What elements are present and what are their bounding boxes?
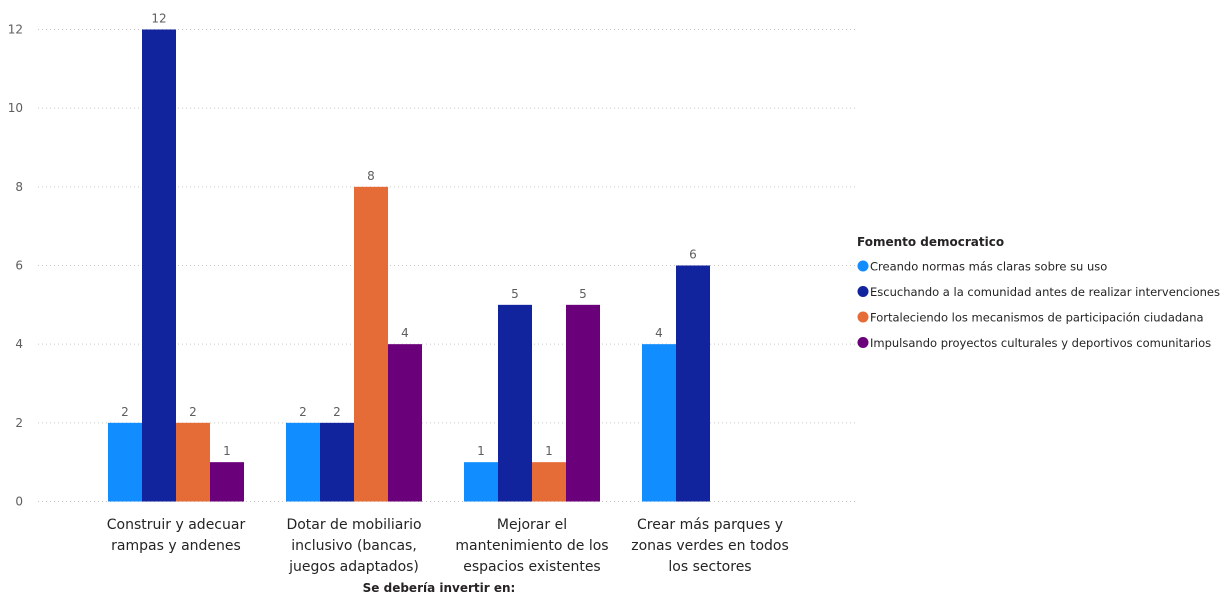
x-category-label: Construir y adecuar rampas y andenes bbox=[107, 517, 246, 554]
bar bbox=[676, 265, 710, 502]
legend-item[interactable]: Creando normas más claras sobre su uso bbox=[857, 260, 1108, 274]
data-label: 5 bbox=[511, 287, 519, 301]
y-tick-label: 2 bbox=[15, 416, 23, 430]
x-category-label-line: espacios existentes bbox=[463, 559, 600, 575]
data-label: 2 bbox=[333, 405, 341, 419]
data-label: 5 bbox=[579, 287, 587, 301]
data-label: 1 bbox=[545, 444, 553, 458]
legend-label: Impulsando proyectos culturales y deport… bbox=[870, 336, 1211, 350]
y-tick-label: 6 bbox=[15, 259, 23, 273]
legend-title: Fomento democratico bbox=[857, 235, 1004, 249]
bar bbox=[532, 462, 566, 502]
x-category-label-line: mantenimiento de los bbox=[455, 538, 608, 554]
legend-item[interactable]: Escuchando a la comunidad antes de reali… bbox=[857, 285, 1220, 299]
legend-marker bbox=[857, 286, 869, 297]
y-tick-label: 0 bbox=[15, 495, 23, 509]
y-tick-label: 4 bbox=[15, 337, 23, 351]
bar bbox=[464, 462, 498, 502]
legend-label: Fortaleciendo los mecanismos de particip… bbox=[870, 311, 1204, 325]
legend-items: Creando normas más claras sobre su uso Es… bbox=[857, 260, 1220, 350]
legend-label: Escuchando a la comunidad antes de reali… bbox=[870, 285, 1220, 299]
x-category-label: Dotar de mobiliario inclusivo (bancas, jue… bbox=[286, 517, 421, 575]
x-category-label-line: inclusivo (bancas, bbox=[291, 538, 417, 554]
data-label: 2 bbox=[189, 405, 197, 419]
legend: Fomento democratico Creando normas más c… bbox=[857, 235, 1220, 350]
data-label: 12 bbox=[151, 12, 166, 26]
legend-marker bbox=[857, 260, 869, 272]
x-category-label: Crear más parques y zonas verdes en todos… bbox=[631, 517, 789, 575]
x-axis-categories: Construir y adecuar rampas y andenes Dotar… bbox=[107, 517, 789, 575]
bar bbox=[498, 304, 532, 502]
bar bbox=[642, 344, 676, 502]
data-label: 1 bbox=[477, 444, 485, 458]
x-category-label-line: rampas y andenes bbox=[111, 538, 241, 554]
x-category-label-line: juegos adaptados) bbox=[288, 559, 419, 575]
bar bbox=[108, 422, 142, 502]
legend-label: Creando normas más claras sobre su uso bbox=[870, 260, 1107, 274]
data-label: 1 bbox=[223, 444, 231, 458]
legend-item[interactable]: Impulsando proyectos culturales y deport… bbox=[857, 336, 1212, 350]
legend-item[interactable]: Fortaleciendo los mecanismos de particip… bbox=[857, 311, 1204, 325]
y-tick-label: 12 bbox=[8, 23, 23, 37]
x-category-label-line: los sectores bbox=[668, 559, 751, 575]
bar bbox=[142, 29, 176, 502]
y-tick-label: 8 bbox=[15, 180, 23, 194]
bar bbox=[388, 344, 422, 502]
x-category-label-line: Crear más parques y bbox=[637, 517, 783, 533]
data-label: 8 bbox=[367, 169, 375, 183]
data-label: 6 bbox=[689, 248, 697, 262]
x-category-label: Mejorar el mantenimiento de los espacios e… bbox=[455, 517, 608, 575]
bar bbox=[210, 462, 244, 502]
data-label: 2 bbox=[299, 405, 307, 419]
bar bbox=[286, 422, 320, 502]
x-category-label-line: Mejorar el bbox=[497, 517, 567, 533]
bar bbox=[176, 422, 210, 502]
legend-marker bbox=[857, 311, 869, 323]
bar bbox=[354, 186, 388, 502]
y-axis-ticks: 0 2 4 6 8 10 12 bbox=[8, 23, 23, 509]
x-category-label-line: Dotar de mobiliario bbox=[286, 517, 421, 533]
bars bbox=[108, 29, 710, 502]
x-axis-title: Se debería invertir en: bbox=[363, 581, 516, 595]
bar bbox=[320, 422, 354, 502]
x-category-label-line: zonas verdes en todos bbox=[631, 538, 789, 554]
bar bbox=[566, 304, 600, 502]
x-category-label-line: Construir y adecuar bbox=[107, 517, 246, 533]
data-label: 4 bbox=[401, 326, 409, 340]
data-label: 4 bbox=[655, 326, 663, 340]
legend-marker bbox=[857, 337, 869, 348]
y-tick-label: 10 bbox=[8, 101, 23, 115]
data-label: 2 bbox=[121, 405, 129, 419]
